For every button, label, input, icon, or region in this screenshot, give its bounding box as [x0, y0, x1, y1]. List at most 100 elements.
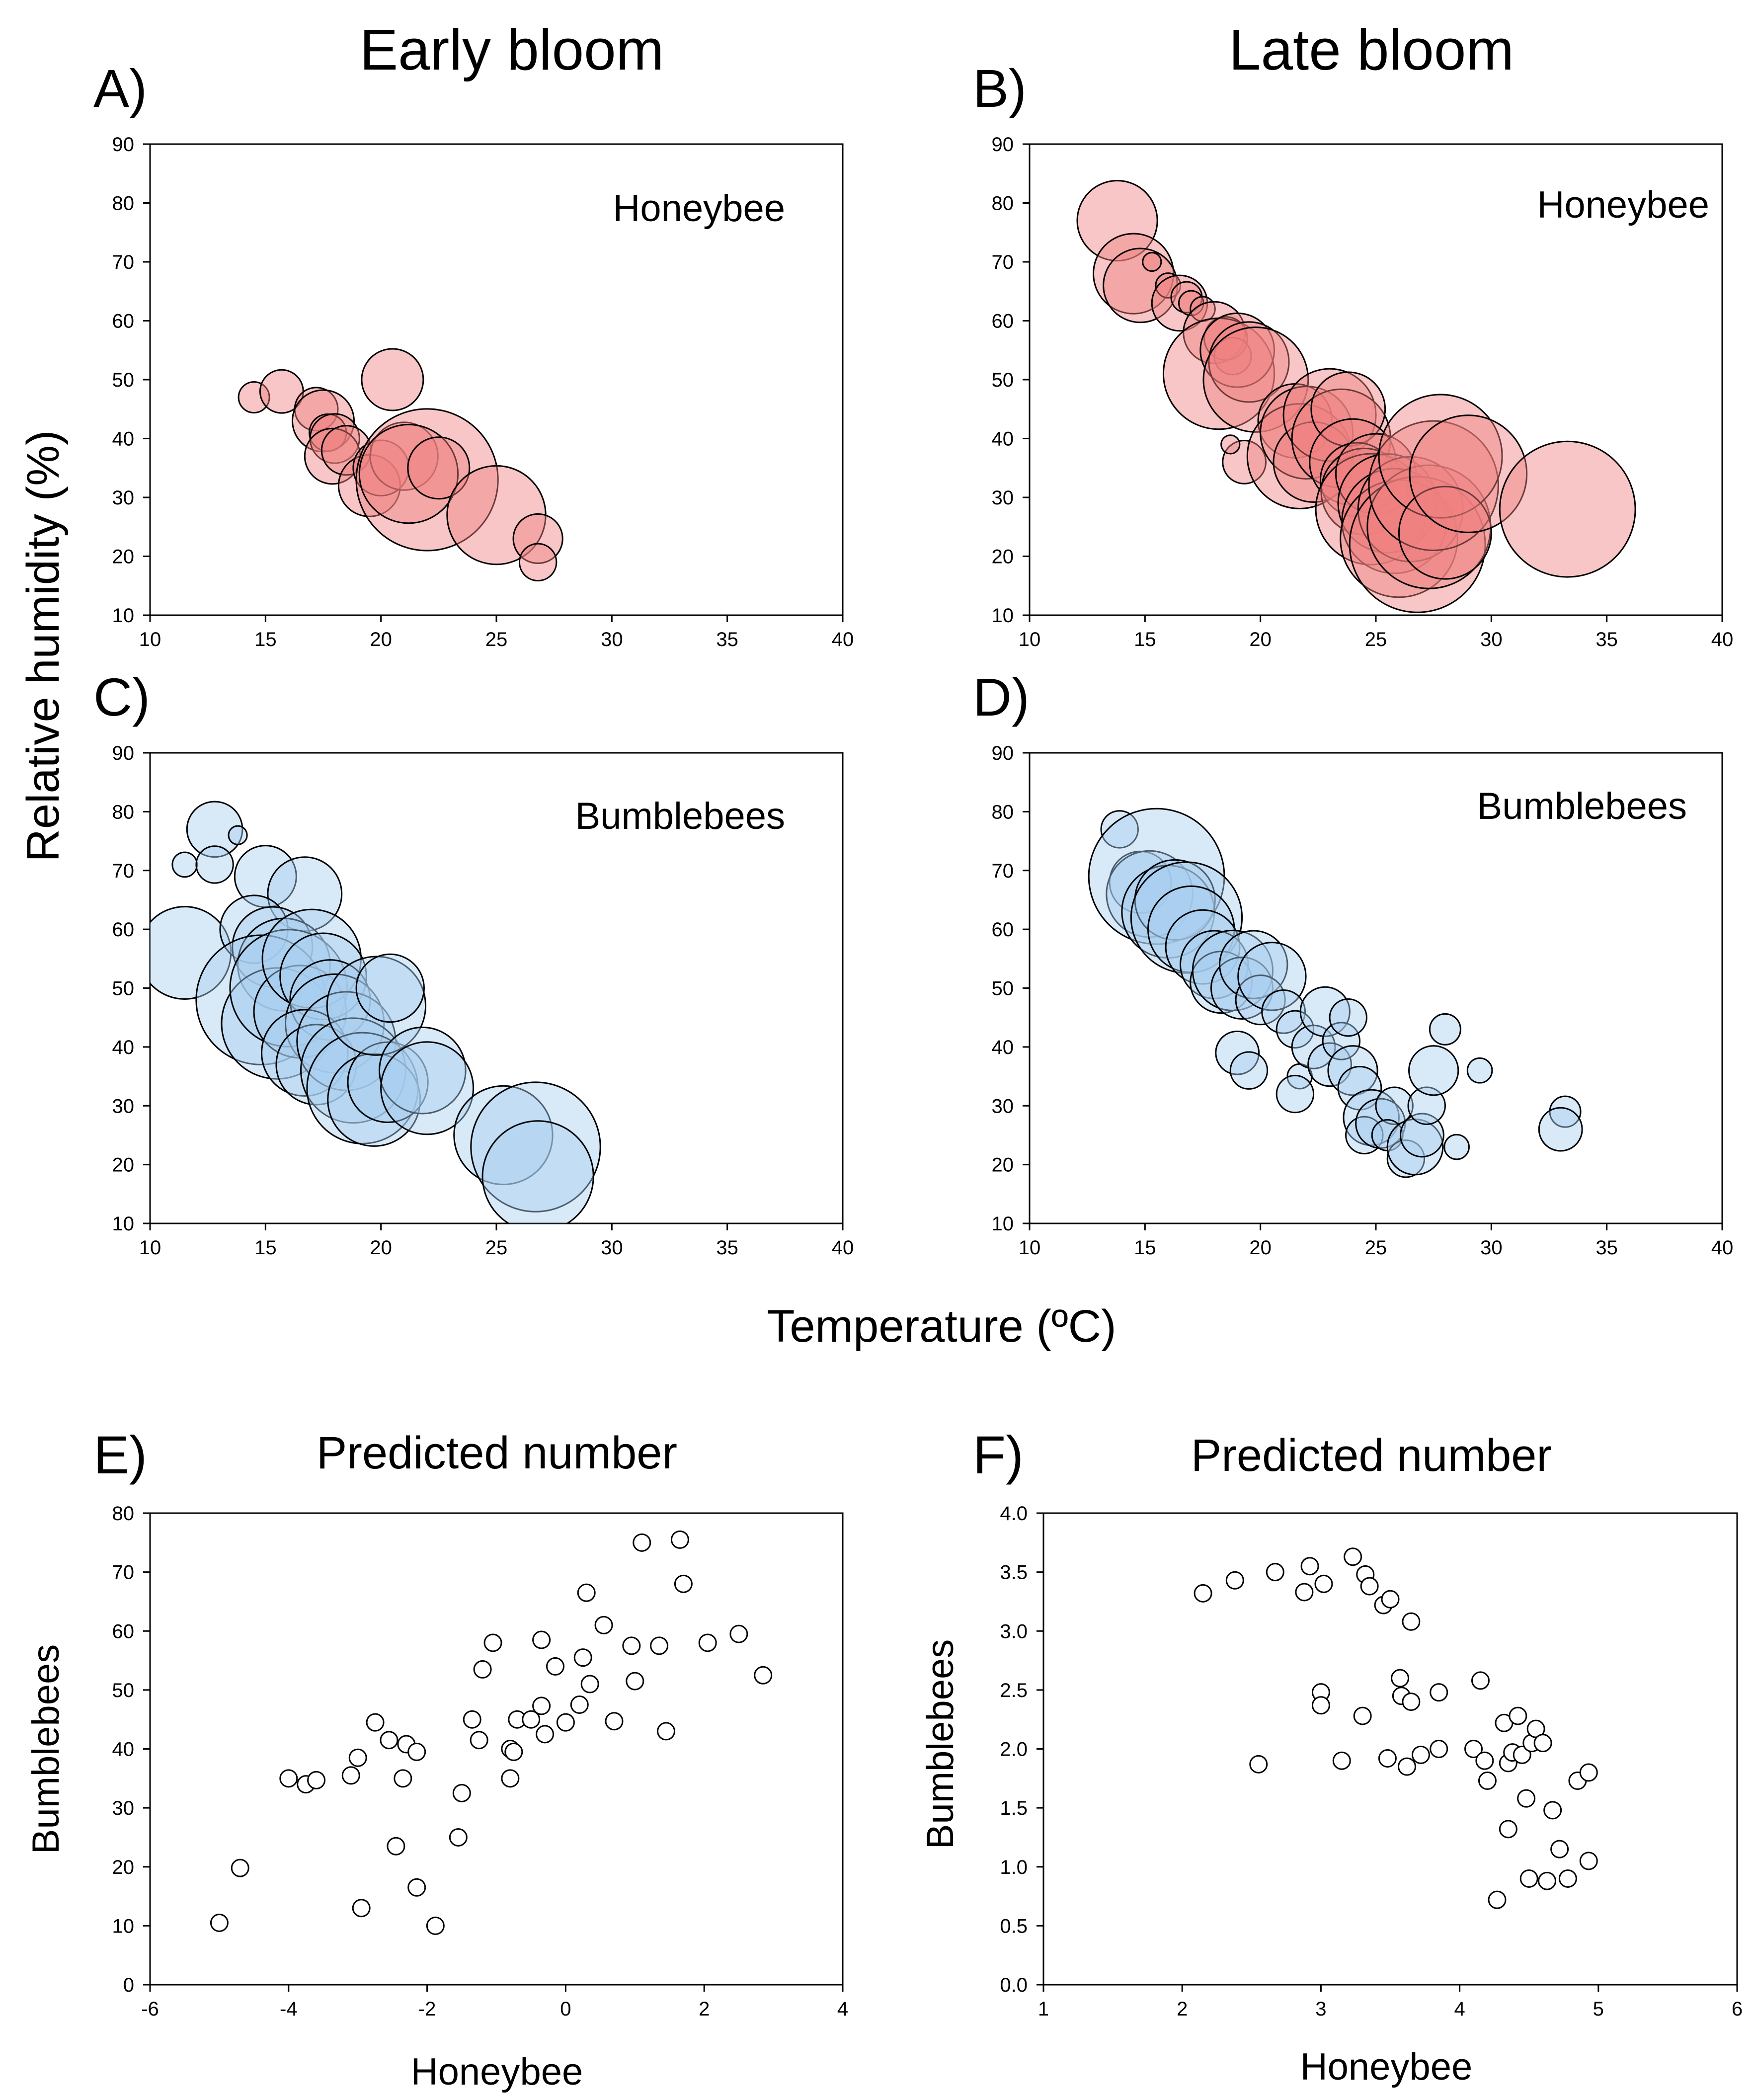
x-tick-label: 25: [1365, 1237, 1387, 1259]
scatter-point: [657, 1722, 676, 1741]
bubble: [453, 1085, 554, 1186]
bubble: [518, 543, 558, 582]
bubble: [1130, 861, 1243, 974]
scatter-point: [532, 1696, 551, 1715]
scatter-point: [348, 1748, 367, 1767]
y-tick-label: 30: [992, 487, 1014, 509]
bubble: [1134, 859, 1216, 941]
y-tick-label: 40: [112, 428, 135, 450]
bubble: [171, 851, 198, 878]
scatter-point: [1411, 1745, 1430, 1764]
x-tick-label: 10: [139, 629, 161, 650]
y-tick-label: 1.5: [1000, 1797, 1028, 1819]
y-tick-label: 30: [992, 1095, 1014, 1117]
bubble: [1345, 1116, 1384, 1155]
scatter-point: [341, 1766, 360, 1785]
bubble: [1538, 1107, 1583, 1152]
bubble: [352, 439, 409, 497]
y-tick-label: 20: [112, 1154, 135, 1176]
x-tick-label: 30: [601, 1237, 623, 1259]
scatter-point: [1249, 1755, 1268, 1774]
y-tick-label: 90: [992, 742, 1014, 764]
bubble: [1466, 1057, 1493, 1084]
bubble: [1310, 371, 1386, 447]
bubble: [300, 1017, 406, 1124]
bubble: [361, 348, 424, 411]
scatter-point: [449, 1828, 468, 1847]
panel-d: 10 15 20 25 30 35 40 10 20 30 40 50 60 70 80 90 D) Bumble…: [973, 667, 1733, 1259]
bubble: [238, 381, 270, 414]
y-tick-label: 50: [992, 369, 1014, 391]
x-tick-label: 15: [254, 629, 277, 650]
scatter-point: [1402, 1693, 1421, 1711]
bubble: [228, 825, 248, 845]
x-tick-label: 20: [370, 1237, 392, 1259]
plot-frame: [1042, 1512, 1738, 1986]
y-tick-label: 20: [992, 1154, 1014, 1176]
bubble: [1199, 312, 1276, 388]
bubble: [1237, 942, 1307, 1011]
x-tick-label: -4: [280, 1998, 298, 2020]
bubble: [1210, 957, 1274, 1020]
scatter-point: [1579, 1763, 1598, 1782]
scatter-point: [580, 1675, 599, 1694]
x-tick-label: 35: [716, 1237, 738, 1259]
scatter-point: [626, 1672, 644, 1691]
y-tick-label: 40: [992, 1037, 1014, 1058]
y-tick-label: 50: [112, 978, 135, 1000]
y-tick-label: 50: [112, 369, 135, 391]
x-tick-label: 20: [1249, 629, 1272, 650]
scatter-point: [470, 1731, 488, 1750]
y-tick-label: 0.0: [1000, 1974, 1028, 1996]
bubble: [1106, 850, 1194, 938]
bubble: [1299, 986, 1351, 1037]
scatter-point: [307, 1771, 326, 1789]
scatter-point: [674, 1574, 693, 1593]
bubble: [1215, 1030, 1260, 1075]
bubble: [229, 929, 348, 1048]
bubble: [1378, 394, 1503, 519]
scatter-point: [1488, 1890, 1507, 1909]
scatter-point: [1381, 1590, 1400, 1609]
scatter-point: [536, 1725, 555, 1744]
scatter-point: [1332, 1751, 1351, 1770]
scatter-point: [522, 1710, 541, 1729]
plot-frame: [149, 1512, 844, 1986]
scatter-point: [210, 1913, 229, 1932]
x-tick-label: 5: [1593, 1998, 1604, 2020]
bubble: [1100, 810, 1139, 849]
bubble: [275, 1024, 357, 1106]
y-tick-label: 20: [112, 546, 135, 568]
bubble: [1307, 1042, 1352, 1087]
scatter-point: [1398, 1757, 1417, 1776]
scatter-point: [380, 1731, 399, 1750]
col-title-early: Early bloom: [360, 17, 664, 82]
x-tick-label: 2: [1177, 1998, 1188, 2020]
bubble: [380, 1041, 475, 1135]
scatter-point: [387, 1837, 405, 1856]
y-tick-label: 40: [992, 428, 1014, 450]
y-tick-label: 10: [992, 1213, 1014, 1235]
x-tick-label: 40: [832, 629, 854, 650]
y-tick-label: 70: [992, 860, 1014, 882]
x-tick-label: 40: [1711, 1237, 1734, 1259]
x-tick-label: 2: [699, 1998, 710, 2020]
y-tick-label: 4.0: [1000, 1503, 1028, 1525]
bubble: [1329, 998, 1367, 1037]
y-tick-label: 3.5: [1000, 1562, 1028, 1584]
scatter-point: [1537, 1871, 1556, 1890]
x-tick-label: 6: [1732, 1998, 1743, 2020]
y-tick-label: 30: [112, 1797, 135, 1819]
x-tick-label: 25: [485, 1237, 508, 1259]
scatter-point: [1266, 1563, 1284, 1582]
scatter-point: [670, 1530, 689, 1549]
bubble: [1407, 1086, 1446, 1125]
y-tick-label: 20: [992, 546, 1014, 568]
bubble: [1147, 885, 1235, 973]
bubble: [1375, 1086, 1414, 1125]
scatter-point: [426, 1916, 445, 1935]
bubble: [195, 845, 234, 884]
y-tick-label: 40: [112, 1037, 135, 1058]
